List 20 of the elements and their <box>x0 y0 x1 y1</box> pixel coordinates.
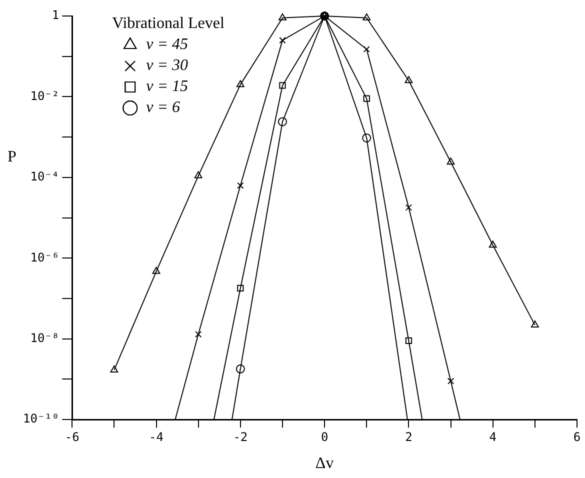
x-tick-label: -4 <box>149 430 164 444</box>
legend-label: v = 45 <box>146 36 188 54</box>
y-axis-title: P <box>8 148 17 166</box>
y-tick-label: 1 <box>52 8 60 22</box>
y-tick-label: 10⁻¹⁰ <box>23 412 60 426</box>
x-axis-title: Δv <box>315 455 334 472</box>
x-tick-label: -6 <box>64 430 80 444</box>
x-tick-label: 4 <box>489 430 496 444</box>
x-tick-label: 2 <box>405 430 412 444</box>
legend-label: v = 30 <box>146 57 188 74</box>
x-tick-label: -2 <box>233 430 248 444</box>
legend-label: v = 6 <box>146 99 180 116</box>
legend-label: v = 15 <box>146 78 188 96</box>
y-tick-label: 10⁻² <box>30 88 60 103</box>
x-tick-label: 0 <box>320 430 328 444</box>
y-tick-label: 10⁻⁸ <box>30 331 60 346</box>
y-tick-label: 10⁻⁴ <box>30 170 60 184</box>
x-tick-label: 6 <box>573 430 581 444</box>
legend-title: Vibrational Level <box>112 15 226 32</box>
y-tick-label: 10⁻⁶ <box>30 250 60 264</box>
